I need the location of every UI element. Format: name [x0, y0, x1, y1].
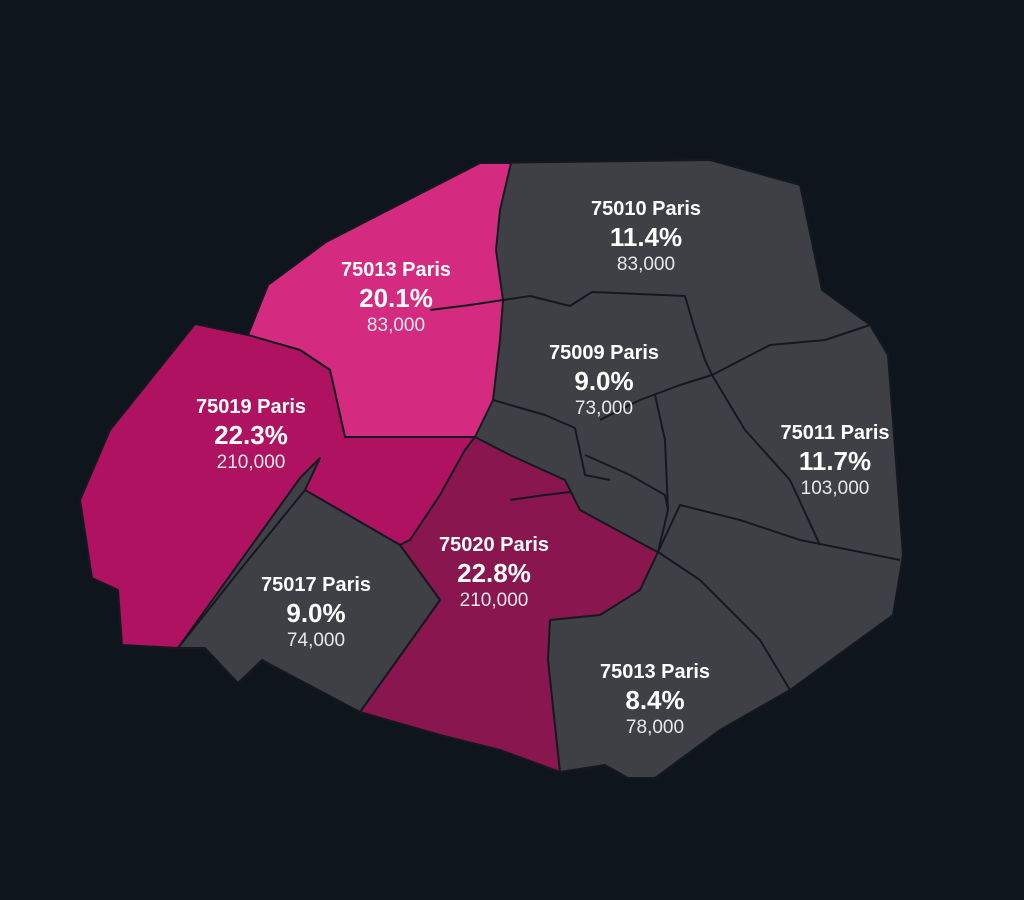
label-75013-north: 75013 Paris 20.1% 83,000 [341, 258, 451, 338]
region-population: 103,000 [800, 478, 870, 499]
region-share: 9.0% [574, 366, 634, 396]
region-name: 75017 Paris [260, 574, 372, 596]
region-name: 75010 Paris [590, 198, 702, 220]
label-75013-south: 75013 Paris 8.4% 78,000 [600, 660, 710, 740]
region-population: 210,000 [459, 590, 529, 611]
region-population: 83,000 [616, 254, 676, 275]
label-75010: 75010 Paris 11.4% 83,000 [591, 197, 701, 277]
region-share: 22.8% [457, 558, 531, 588]
label-75011: 75011 Paris 11.7% 103,000 [781, 421, 890, 501]
region-name: 75009 Paris [548, 342, 660, 364]
region-75020[interactable] [359, 436, 659, 773]
region-name: 75020 Paris [438, 534, 550, 556]
region-name: 75019 Paris [195, 396, 307, 418]
region-name: 75013 Paris [599, 661, 711, 683]
region-population: 74,000 [286, 630, 346, 651]
region-population: 73,000 [574, 398, 634, 419]
region-share: 9.0% [286, 598, 346, 628]
region-share: 22.3% [214, 420, 288, 450]
label-75020: 75020 Paris 22.8% 210,000 [439, 533, 549, 613]
region-share: 8.4% [625, 685, 685, 715]
region-population: 83,000 [366, 315, 426, 336]
region-population: 78,000 [625, 717, 685, 738]
label-75009: 75009 Paris 9.0% 73,000 [549, 341, 659, 421]
region-population: 210,000 [216, 452, 286, 473]
region-name: 75013 Paris [340, 259, 452, 281]
label-75017: 75017 Paris 9.0% 74,000 [261, 573, 371, 653]
region-share: 11.7% [798, 446, 872, 476]
label-75019: 75019 Paris 22.3% 210,000 [196, 395, 306, 475]
region-name: 75011 Paris [780, 422, 890, 444]
region-share: 20.1% [359, 283, 433, 313]
region-75017[interactable] [177, 489, 441, 713]
region-share: 11.4% [609, 222, 683, 252]
